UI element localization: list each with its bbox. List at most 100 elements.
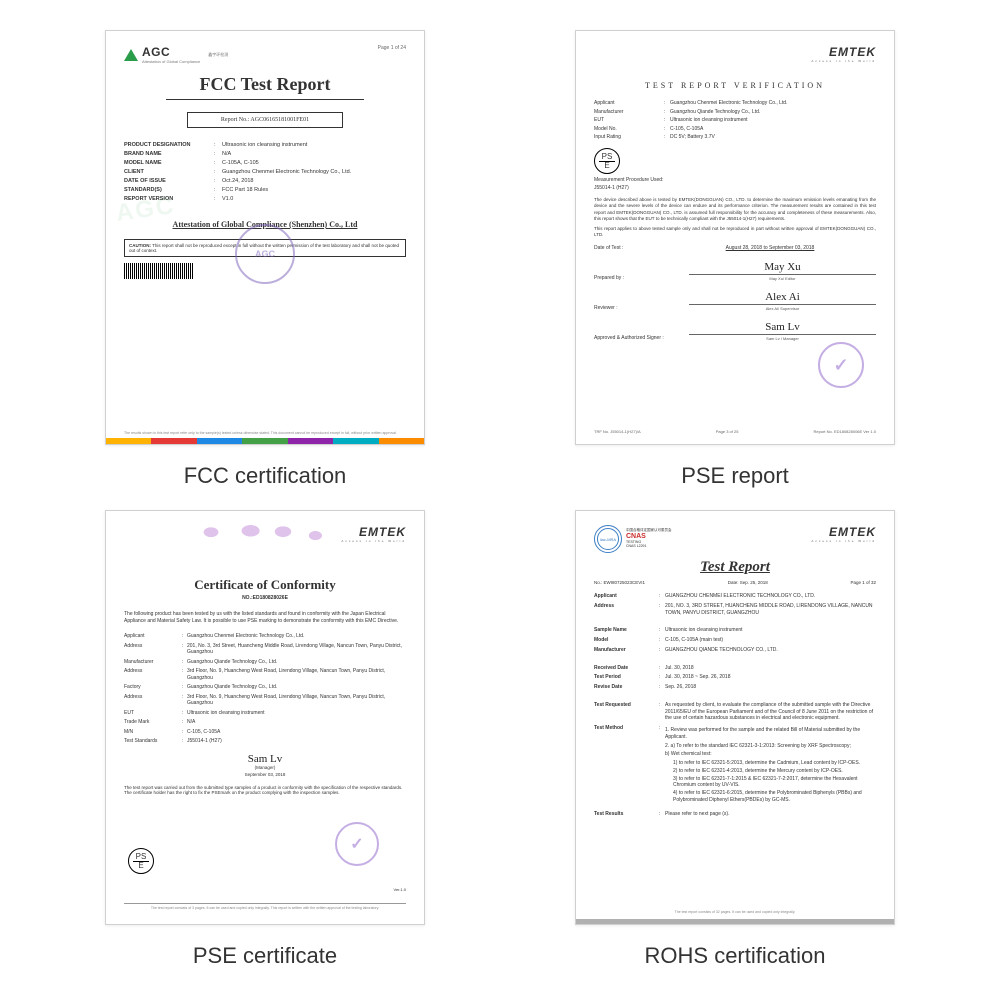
cert-val: Guangzhou Qiande Technology Co., Ltd. bbox=[187, 684, 406, 691]
sig-row: Reviewer :Alex AiAlex Ai/ Supervisor bbox=[594, 291, 876, 311]
kv-row: CLIENT:Guangzhou Chenmei Electronic Tech… bbox=[124, 169, 406, 175]
rohs-val: Ultrasonic ion cleansing instrument bbox=[665, 627, 876, 634]
sig-role: (Manager) bbox=[124, 765, 406, 770]
rohs-label: Address bbox=[594, 603, 659, 617]
cert-val: 201, No. 3, 3rd Street, Huancheng Middle… bbox=[187, 643, 406, 656]
color-seg bbox=[242, 438, 287, 444]
cert-no: NO.:ED180828026E bbox=[124, 595, 406, 601]
method-item: 3) to refer to IEC 62321-7-1:2015 & IEC … bbox=[673, 776, 876, 790]
cert-label: EUT bbox=[124, 710, 182, 717]
rohs-row: Revise Date:Sep. 26, 2018 bbox=[594, 684, 876, 691]
date-label: Date: bbox=[728, 580, 739, 585]
no-label: No.: bbox=[594, 580, 602, 585]
rohs-val: GUANGZHOU QIANDE TECHNOLOGY CO., LTD. bbox=[665, 647, 876, 654]
sig-label: Reviewer : bbox=[594, 305, 689, 311]
agc-triangle-icon bbox=[124, 49, 138, 61]
kv-row: PRODUCT DESIGNATION:Ultrasonic ion clean… bbox=[124, 142, 406, 148]
cert-val: C-105, C-105A bbox=[187, 729, 406, 736]
kv-val: V1.0 bbox=[222, 196, 406, 202]
caption-pse-report: PSE report bbox=[681, 463, 789, 489]
trv-row: Applicant:Guangzhou Chenmei Electronic T… bbox=[594, 100, 876, 106]
trv-label: Model No. bbox=[594, 126, 664, 132]
color-seg bbox=[288, 438, 333, 444]
cert-val: 3rd Floor, No. 9, Huancheng West Road, L… bbox=[187, 668, 406, 681]
trv-val: Guangzhou Qiande Technology Co., Ltd. bbox=[670, 109, 876, 115]
results-val: Please refer to next page (s). bbox=[665, 811, 876, 818]
trv-val: C-105, C-105A bbox=[670, 126, 876, 132]
cert-val: Ultrasonic ion cleansing instrument bbox=[187, 710, 406, 717]
method-2: 2. a) To refer to the standard IEC 62321… bbox=[665, 743, 876, 750]
rohs-row: Model:C-105, C-105A (main test) bbox=[594, 637, 876, 644]
rohs-row: Sample Name:Ultrasonic ion cleansing ins… bbox=[594, 627, 876, 634]
color-seg bbox=[151, 438, 196, 444]
kv-label: MODEL NAME bbox=[124, 160, 214, 166]
color-seg bbox=[106, 438, 151, 444]
rohs-rows: Applicant:GUANGZHOU CHENMEI ELECTRONIC T… bbox=[594, 593, 876, 722]
method-item: 4) to refer to IEC 62321-6:2015, determi… bbox=[673, 790, 876, 804]
method-item: 2) to refer to IEC 62321-4:2013, determi… bbox=[673, 768, 876, 775]
kv-row: MODEL NAME:C-105A, C-105 bbox=[124, 160, 406, 166]
sig-label: Prepared by : bbox=[594, 275, 689, 281]
caption-fcc: FCC certification bbox=[184, 463, 347, 489]
sig-name: Alex Ai bbox=[689, 291, 876, 303]
trv-row: Input Rating:DC 5V; Battery 3.7V bbox=[594, 134, 876, 140]
cell-fcc: AGC AGC Attestation of Global Compliance… bbox=[60, 30, 470, 490]
cert-row: Trade Mark:N/A bbox=[124, 719, 406, 726]
cert-row: Test Standards:J55014-1 (H27) bbox=[124, 738, 406, 745]
kv-val: C-105A, C-105 bbox=[222, 160, 406, 166]
doc-fcc: AGC AGC Attestation of Global Compliance… bbox=[105, 30, 425, 445]
kv-label: DATE OF ISSUE bbox=[124, 178, 214, 184]
cert-row: Address:3rd Floor, No. 9, Huancheng West… bbox=[124, 668, 406, 681]
cnas-sub: TESTING CNAS L2291 bbox=[626, 541, 672, 549]
sig-role: Alex Ai/ Supervisor bbox=[689, 304, 876, 311]
rohs-label: Model bbox=[594, 637, 659, 644]
spacer bbox=[594, 657, 876, 662]
cert-val: 3rd Floor, No. 9, Huancheng West Road, L… bbox=[187, 694, 406, 707]
trv-label: Manufacturer bbox=[594, 109, 664, 115]
rohs-val: Jul. 30, 2018 ~ Sep. 26, 2018 bbox=[665, 674, 876, 681]
rohs-row: Applicant:GUANGZHOU CHENMEI ELECTRONIC T… bbox=[594, 593, 876, 600]
grey-border bbox=[576, 919, 894, 924]
footer-left: TRF No. J55014-1(H27)/A bbox=[594, 429, 641, 434]
trv-row: EUT:Ultrasonic ion cleansing instrument bbox=[594, 117, 876, 123]
trv-val: Guangzhou Chenmei Electronic Technology … bbox=[670, 100, 876, 106]
emtek-logo-text: EMTEK bbox=[829, 525, 876, 539]
kv-label: CLIENT bbox=[124, 169, 214, 175]
rohs-label: Received Date bbox=[594, 665, 659, 672]
para2: This report applies to above tested samp… bbox=[594, 226, 876, 239]
method-item: 1) to refer to IEC 62321-5:2013, determi… bbox=[673, 760, 876, 767]
version-text: Ver.1.0 bbox=[394, 887, 406, 892]
method-list: 1) to refer to IEC 62321-5:2013, determi… bbox=[665, 760, 876, 804]
rohs-label: Applicant bbox=[594, 593, 659, 600]
results-label: Test Results bbox=[594, 811, 659, 818]
doc-pse-cert: EMTEK Access to the World Certificate of… bbox=[105, 510, 425, 925]
footer-right: Report No. ED180828006E Ver 1.0 bbox=[814, 429, 877, 434]
proc-val: J55014-1 (H27) bbox=[594, 185, 876, 191]
rohs-row: Test Requested:As requested by client, t… bbox=[594, 702, 876, 722]
page: Page 1 of 32 bbox=[850, 580, 876, 585]
rohs-val: C-105, C-105A (main test) bbox=[665, 637, 876, 644]
method-val: 1. Review was performed for the sample a… bbox=[665, 725, 876, 805]
cert-row: Factory:Guangzhou Qiande Technology Co.,… bbox=[124, 684, 406, 691]
sig-role: Sam Lv / Manager bbox=[689, 334, 876, 341]
trv-label: Applicant bbox=[594, 100, 664, 106]
cert-rows: Applicant:Guangzhou Chenmei Electronic T… bbox=[124, 633, 406, 745]
kv-row: BRAND NAME:N/A bbox=[124, 151, 406, 157]
stamp-icon: AGC bbox=[235, 224, 295, 284]
doc-rohs: ilac-MRA 中国合格评定国家认可委员会 CNAS TESTING CNAS… bbox=[575, 510, 895, 925]
bottom-line: The test report consists of 3 pages. It … bbox=[124, 903, 406, 910]
pse-bot: E bbox=[134, 862, 147, 870]
spacer bbox=[594, 694, 876, 699]
trv-label: EUT bbox=[594, 117, 664, 123]
sig-name: Sam Lv bbox=[124, 753, 406, 765]
no-val: EWI80725023CEVI1 bbox=[604, 580, 646, 585]
cert-val: J55014-1 (H27) bbox=[187, 738, 406, 745]
cnas-badges: ilac-MRA 中国合格评定国家认可委员会 CNAS TESTING CNAS… bbox=[594, 525, 672, 553]
cert-label: Address bbox=[124, 668, 182, 681]
rohs-label: Sample Name bbox=[594, 627, 659, 634]
barcode-icon bbox=[124, 263, 194, 279]
cnas-text: 中国合格评定国家认可委员会 CNAS TESTING CNAS L2291 bbox=[626, 529, 672, 548]
pse-mark-icon: PS E bbox=[128, 848, 154, 874]
emtek-logo-text: EMTEK bbox=[359, 525, 406, 539]
rohs-label: Manufacturer bbox=[594, 647, 659, 654]
